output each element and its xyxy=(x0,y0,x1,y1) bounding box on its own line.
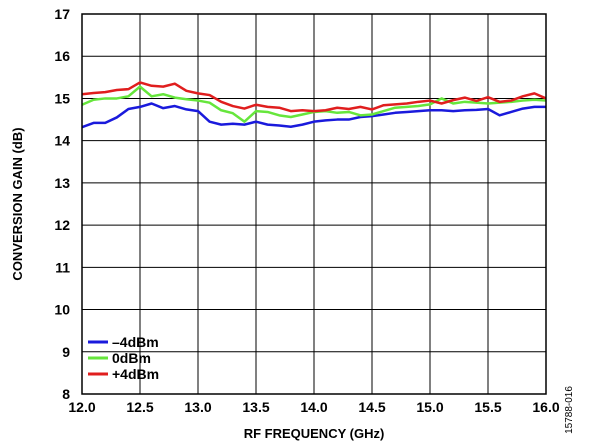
y-tick-label: 8 xyxy=(62,386,70,402)
legend-label: –4dBm xyxy=(112,334,159,350)
x-tick-label: 16.0 xyxy=(532,399,559,415)
y-tick-label: 11 xyxy=(55,259,70,275)
legend-label: +4dBm xyxy=(112,366,159,382)
grid xyxy=(81,13,547,395)
x-tick-label: 13.0 xyxy=(184,399,211,415)
x-tick-label: 12.0 xyxy=(68,399,95,415)
figure-id: 15788-016 xyxy=(564,386,575,434)
y-tick-label: 12 xyxy=(54,217,70,233)
y-tick-label: 14 xyxy=(54,133,70,149)
x-tick-label: 14.0 xyxy=(300,399,327,415)
series-line-3 xyxy=(81,81,547,113)
x-tick-label: 15.0 xyxy=(416,399,443,415)
y-tick-label: 17 xyxy=(54,6,70,22)
y-tick-label: 15 xyxy=(54,90,70,106)
series-line-1 xyxy=(81,102,546,129)
tick-labels: 12.0 12.5 13.0 13.5 14.0 14.5 15.0 15.5 16.0 8 9 10… xyxy=(54,6,559,415)
legend-label: 0dBm xyxy=(112,350,151,366)
y-tick-label: 16 xyxy=(54,48,70,64)
x-tick-label: 12.5 xyxy=(126,399,153,415)
x-axis-label: RF FREQUENCY (GHz) xyxy=(244,426,385,441)
series-lines xyxy=(81,81,547,129)
y-tick-label: 10 xyxy=(54,302,70,318)
y-axis-label: CONVERSION GAIN (dB) xyxy=(10,127,25,280)
y-tick-label: 13 xyxy=(54,175,70,191)
x-tick-label: 15.5 xyxy=(474,399,501,415)
y-tick-label: 9 xyxy=(62,344,70,360)
plot-frame xyxy=(81,13,547,395)
x-tick-label: 14.5 xyxy=(358,399,385,415)
x-tick-label: 13.5 xyxy=(242,399,269,415)
